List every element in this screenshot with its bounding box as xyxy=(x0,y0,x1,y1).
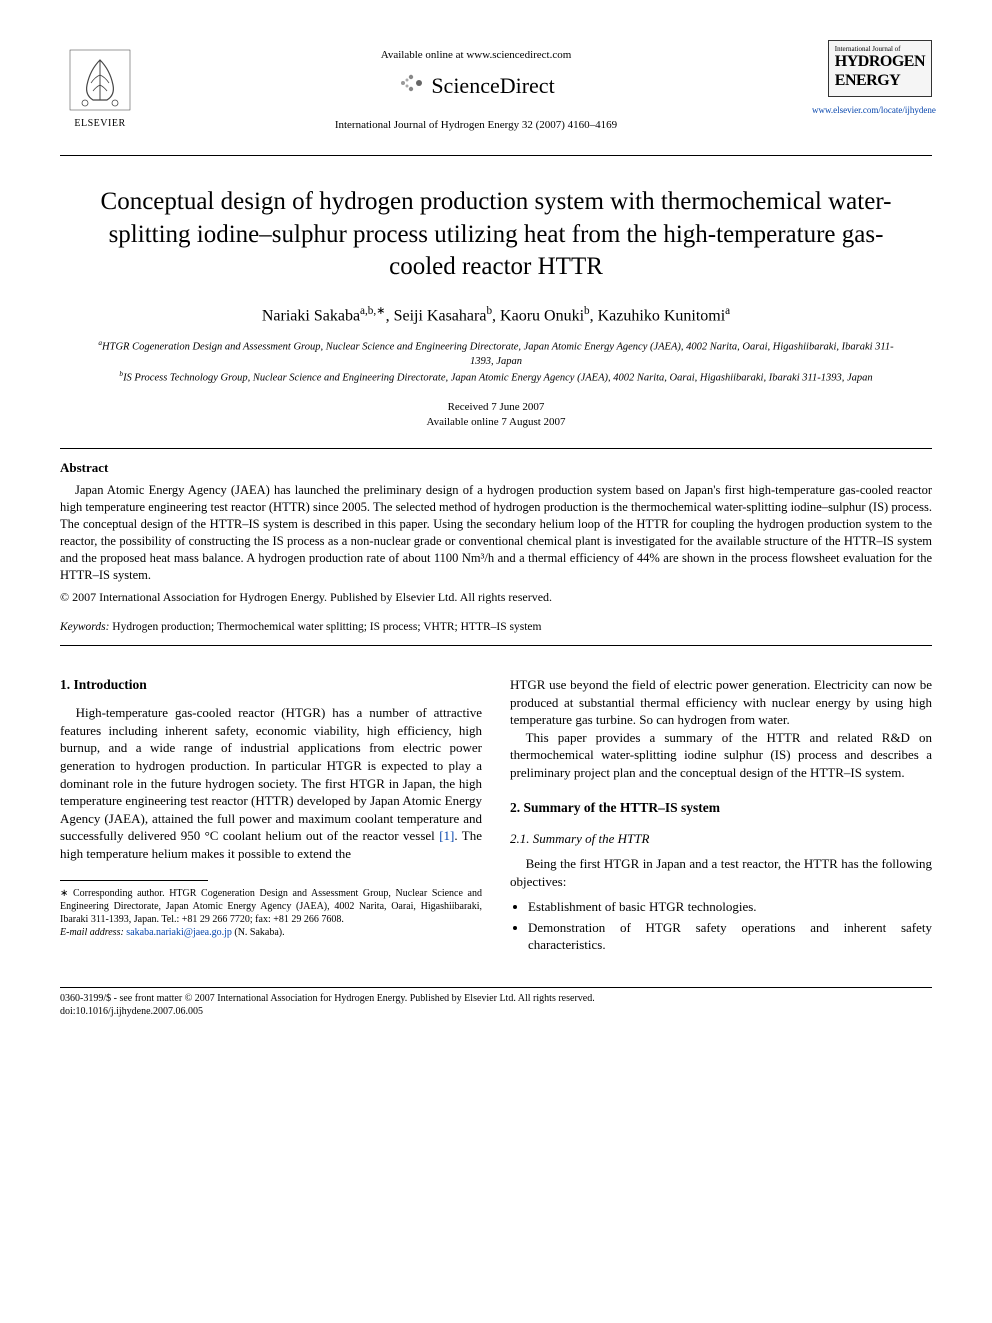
abstract-body: Japan Atomic Energy Agency (JAEA) has la… xyxy=(60,482,932,583)
author-email-link[interactable]: sakaba.nariaki@jaea.go.jp xyxy=(126,927,232,938)
journal-logo-block: International Journal of HYDROGEN ENERGY… xyxy=(812,40,932,120)
right-column: HTGR use beyond the field of electric po… xyxy=(510,676,932,957)
sciencedirect-text: ScienceDirect xyxy=(431,71,554,101)
footnote-separator xyxy=(60,880,208,881)
author-2-affil: b xyxy=(486,305,492,317)
article-title: Conceptual design of hydrogen production… xyxy=(80,186,912,284)
footer-front-matter: 0360-3199/$ - see front matter © 2007 In… xyxy=(60,992,932,1005)
article-dates: Received 7 June 2007 Available online 7 … xyxy=(60,400,932,430)
body-columns: 1. Introduction High-temperature gas-coo… xyxy=(60,676,932,957)
summary-paragraph-1: Being the first HTGR in Japan and a test… xyxy=(510,855,932,890)
intro-paragraph-3: This paper provides a summary of the HTT… xyxy=(510,729,932,782)
left-column: 1. Introduction High-temperature gas-coo… xyxy=(60,676,482,957)
author-1-affil: a,b,∗ xyxy=(360,305,386,317)
received-date: Received 7 June 2007 xyxy=(448,401,545,413)
journal-citation: International Journal of Hydrogen Energy… xyxy=(140,118,812,133)
keywords-label: Keywords: xyxy=(60,621,109,633)
page-footer: 0360-3199/$ - see front matter © 2007 In… xyxy=(60,987,932,1018)
abstract-text: Japan Atomic Energy Agency (JAEA) has la… xyxy=(60,482,932,583)
journal-url-link[interactable]: www.elsevier.com/locate/ijhydene xyxy=(812,105,936,115)
section-1-heading: 1. Introduction xyxy=(60,676,482,694)
section-2-heading: 2. Summary of the HTTR–IS system xyxy=(510,799,932,817)
email-author-name: (N. Sakaba). xyxy=(234,927,284,938)
author-1: Nariaki Sakaba xyxy=(262,307,360,324)
intro-paragraph-1: High-temperature gas-cooled reactor (HTG… xyxy=(60,704,482,862)
reference-link-1[interactable]: [1] xyxy=(439,828,454,843)
objective-1: Establishment of basic HTGR technologies… xyxy=(528,898,932,916)
affiliation-a: HTGR Cogeneration Design and Assessment … xyxy=(102,342,894,367)
abstract-bottom-divider xyxy=(60,645,932,646)
keywords-text: Hydrogen production; Thermochemical wate… xyxy=(112,621,541,633)
objectives-list: Establishment of basic HTGR technologies… xyxy=(528,898,932,954)
abstract-top-divider xyxy=(60,448,932,449)
author-2: Seiji Kasahara xyxy=(394,307,487,324)
elsevier-tree-icon xyxy=(65,45,135,115)
keywords-block: Keywords: Hydrogen production; Thermoche… xyxy=(60,620,932,636)
intro-paragraph-2: HTGR use beyond the field of electric po… xyxy=(510,676,932,729)
author-3-affil: b xyxy=(584,305,590,317)
affiliations: aHTGR Cogeneration Design and Assessment… xyxy=(90,338,902,386)
corresponding-author-footnote: ∗ Corresponding author. HTGR Cogeneratio… xyxy=(60,887,482,939)
section-2-1-heading: 2.1. Summary of the HTTR xyxy=(510,830,932,848)
elsevier-logo: ELSEVIER xyxy=(60,40,140,135)
available-online-text: Available online at www.sciencedirect.co… xyxy=(140,48,812,63)
journal-box-title-2: ENERGY xyxy=(835,72,900,89)
header-row: ELSEVIER Available online at www.science… xyxy=(60,40,932,135)
intro-p1-text-a: High-temperature gas-cooled reactor (HTG… xyxy=(60,705,482,843)
objective-2: Demonstration of HTGR safety operations … xyxy=(528,919,932,954)
center-header: Available online at www.sciencedirect.co… xyxy=(140,40,812,133)
journal-cover-box: International Journal of HYDROGEN ENERGY xyxy=(828,40,932,97)
footer-divider xyxy=(60,987,932,988)
sciencedirect-logo: ScienceDirect xyxy=(397,69,554,104)
journal-box-title-1: HYDROGEN xyxy=(835,53,925,70)
abstract-copyright: © 2007 International Association for Hyd… xyxy=(60,589,932,605)
online-date: Available online 7 August 2007 xyxy=(426,416,565,428)
publisher-name: ELSEVIER xyxy=(74,117,125,131)
footer-doi: doi:10.1016/j.ijhydene.2007.06.005 xyxy=(60,1005,932,1018)
affiliation-b: IS Process Technology Group, Nuclear Sci… xyxy=(123,373,873,384)
footnote-corr-text: ∗ Corresponding author. HTGR Cogeneratio… xyxy=(60,887,482,926)
author-3: Kaoru Onuki xyxy=(500,307,584,324)
author-4: Kazuhiko Kunitomi xyxy=(598,307,726,324)
email-label: E-mail address: xyxy=(60,927,124,938)
author-4-affil: a xyxy=(725,305,730,317)
author-list: Nariaki Sakabaa,b,∗, Seiji Kasaharab, Ka… xyxy=(60,304,932,327)
sciencedirect-icon xyxy=(397,69,425,104)
header-divider xyxy=(60,155,932,156)
abstract-heading: Abstract xyxy=(60,459,932,477)
